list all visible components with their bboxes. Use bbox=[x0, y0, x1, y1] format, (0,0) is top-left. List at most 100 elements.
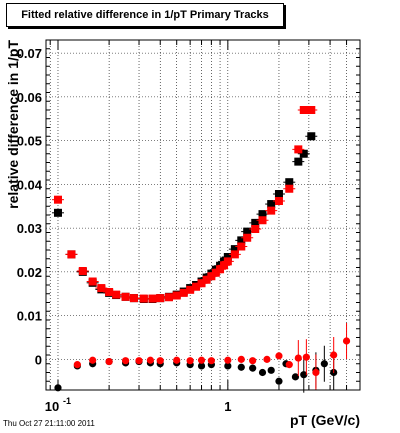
data-point bbox=[330, 351, 338, 359]
data-point bbox=[307, 132, 316, 141]
data-point bbox=[294, 157, 303, 166]
data-point bbox=[249, 357, 257, 365]
data-point bbox=[179, 288, 188, 297]
data-point bbox=[285, 361, 293, 369]
y-tick-label: 0.05 bbox=[17, 134, 42, 149]
data-point bbox=[223, 253, 232, 261]
data-point bbox=[267, 366, 275, 374]
data-point bbox=[342, 337, 351, 345]
data-point bbox=[299, 106, 308, 114]
data-point bbox=[294, 354, 302, 362]
data-point bbox=[173, 356, 181, 364]
timestamp: Thu Oct 27 21:11:00 2011 bbox=[3, 419, 95, 428]
data-point bbox=[258, 210, 267, 219]
data-point bbox=[78, 267, 87, 275]
data-point bbox=[243, 227, 252, 236]
data-point bbox=[237, 242, 246, 251]
data-point bbox=[243, 233, 252, 242]
data-point bbox=[300, 371, 308, 379]
data-point bbox=[267, 206, 276, 215]
data-markers bbox=[51, 106, 351, 393]
data-point bbox=[197, 356, 206, 364]
x-axis-title: pT (GeV/c) bbox=[290, 412, 360, 428]
y-tick-label: 0.04 bbox=[17, 177, 43, 192]
data-point bbox=[164, 293, 173, 302]
y-tick-label: 0.02 bbox=[17, 265, 42, 280]
data-point bbox=[207, 357, 215, 365]
data-point bbox=[73, 361, 81, 369]
data-point bbox=[135, 357, 143, 365]
data-point bbox=[299, 149, 308, 158]
data-point bbox=[67, 250, 76, 259]
data-point bbox=[291, 373, 300, 381]
data-point bbox=[112, 290, 121, 299]
data-point bbox=[148, 294, 157, 303]
y-tick-label: 0.06 bbox=[17, 90, 42, 105]
data-point bbox=[275, 377, 283, 385]
x-tick-label: 1 bbox=[224, 399, 231, 414]
data-point bbox=[267, 200, 276, 209]
data-point bbox=[156, 294, 165, 303]
y-tick-label: 0.07 bbox=[17, 46, 42, 61]
data-point bbox=[258, 368, 267, 377]
data-point bbox=[121, 357, 130, 365]
tick-labels: 0 0.01 0.02 0.03 0.04 0.05 0.06 0.07 10 -1 1 bbox=[17, 46, 232, 414]
grid-lines bbox=[46, 40, 361, 390]
data-point bbox=[172, 291, 181, 300]
data-point bbox=[53, 195, 62, 204]
data-point bbox=[320, 360, 328, 368]
data-point bbox=[307, 106, 316, 114]
y-tick-label: 0 bbox=[35, 352, 42, 367]
data-point bbox=[89, 356, 97, 364]
data-point bbox=[294, 145, 303, 154]
y-axis-title: relative difference in 1/pT bbox=[5, 40, 21, 209]
data-point bbox=[251, 225, 260, 233]
data-point bbox=[202, 275, 211, 284]
data-point bbox=[274, 190, 283, 198]
data-point bbox=[97, 284, 106, 293]
data-point bbox=[192, 282, 201, 291]
data-point bbox=[275, 352, 283, 360]
data-point bbox=[237, 363, 245, 371]
chart-title: Fitted relative difference in 1/pT Prima… bbox=[21, 9, 269, 21]
data-point bbox=[105, 357, 113, 366]
title-box: Fitted relative difference in 1/pT Prima… bbox=[6, 3, 284, 27]
data-point bbox=[285, 184, 294, 193]
data-point bbox=[146, 356, 154, 364]
data-point bbox=[121, 292, 130, 301]
data-point bbox=[207, 272, 216, 281]
data-point bbox=[223, 257, 232, 266]
axis-ticks bbox=[46, 39, 361, 391]
data-point bbox=[211, 268, 220, 277]
data-point bbox=[263, 355, 271, 363]
data-point bbox=[186, 285, 195, 294]
data-point bbox=[53, 208, 62, 217]
data-point bbox=[249, 364, 257, 372]
data-point bbox=[224, 362, 232, 370]
data-point bbox=[237, 236, 246, 245]
data-point bbox=[186, 357, 194, 365]
data-point bbox=[129, 294, 138, 303]
data-point bbox=[230, 250, 239, 259]
data-point bbox=[285, 178, 294, 187]
y-tick-label: 0.01 bbox=[17, 309, 42, 324]
data-point bbox=[230, 245, 239, 254]
data-point bbox=[274, 197, 283, 205]
data-point bbox=[197, 362, 206, 370]
data-point bbox=[302, 353, 310, 361]
y-tick-label: 0.03 bbox=[17, 221, 42, 236]
data-point bbox=[224, 356, 232, 364]
data-point bbox=[105, 288, 114, 296]
data-point bbox=[197, 279, 206, 288]
data-point bbox=[312, 368, 320, 377]
plot-frame bbox=[45, 39, 361, 391]
data-point bbox=[251, 218, 260, 227]
data-point bbox=[139, 294, 148, 303]
x-tick-label: 10 bbox=[45, 399, 59, 414]
data-point bbox=[258, 216, 267, 225]
data-point bbox=[156, 357, 164, 365]
x-tick-label-exponent: -1 bbox=[63, 396, 71, 406]
data-point bbox=[237, 355, 245, 363]
data-point bbox=[88, 277, 97, 286]
